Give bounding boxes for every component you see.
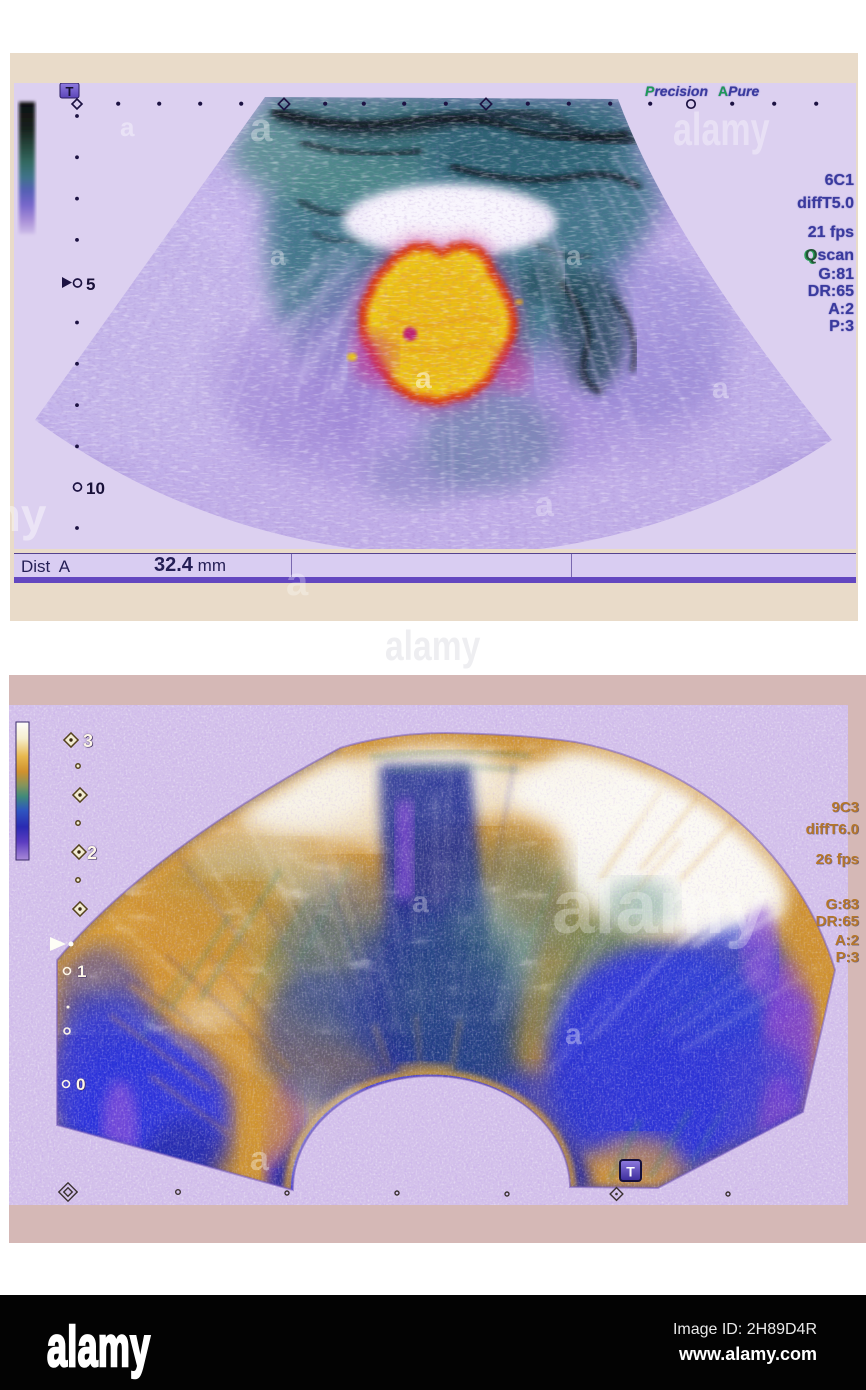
svg-text:T: T	[626, 1164, 635, 1180]
svg-text:5: 5	[86, 275, 95, 294]
svg-text:T: T	[66, 84, 74, 99]
svg-text:10: 10	[86, 479, 105, 498]
